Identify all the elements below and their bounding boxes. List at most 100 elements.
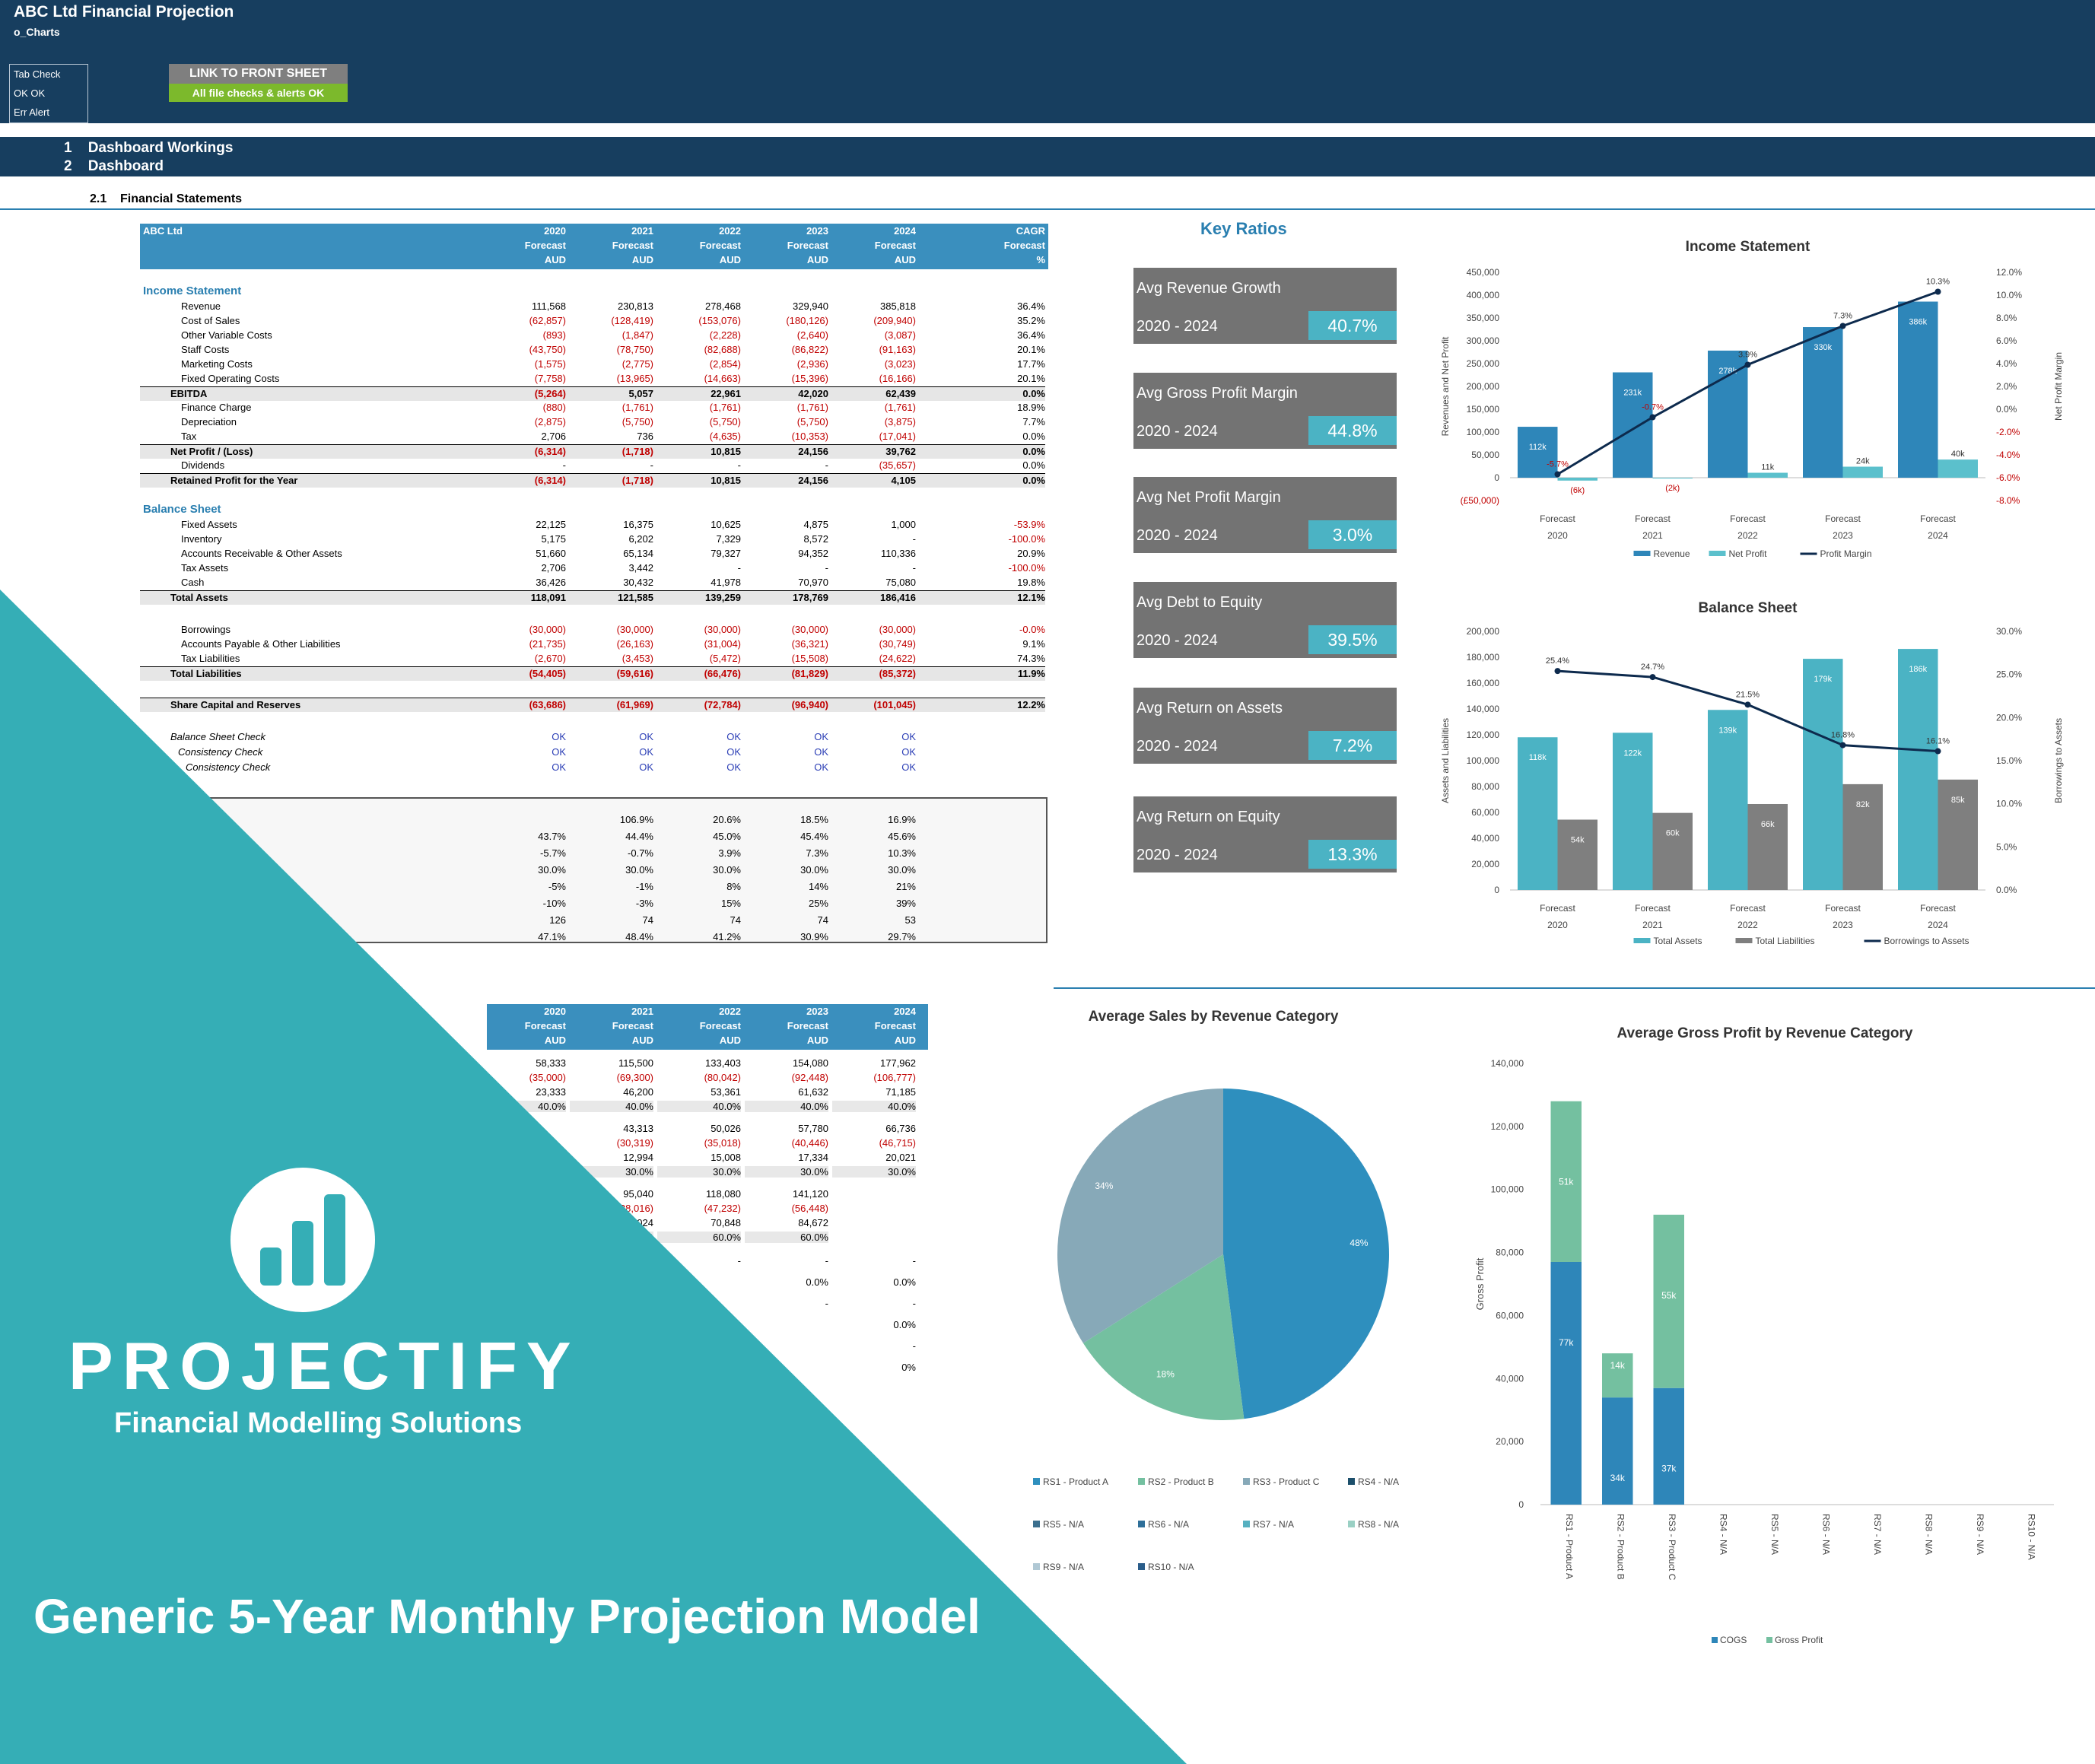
revenue-cell: 60.0% bbox=[745, 1232, 828, 1243]
ratio-period: 2020 - 2024 bbox=[1137, 632, 1218, 649]
income-statement-chart: Income Statement (£50,000) 0 50,000 100,000 1… bbox=[1440, 239, 2064, 559]
fs-table-header: ABC Ltd 2020 Forecast AUD 2021 Forecast AUD 20… bbox=[140, 224, 962, 269]
divider bbox=[1054, 987, 2095, 989]
ratio-label: Avg Revenue Growth bbox=[1137, 280, 1281, 297]
model-title: ABC Ltd Financial Projection bbox=[14, 3, 234, 21]
y-tick-label: 60,000 bbox=[1471, 807, 1499, 818]
cagr-value: 7.7% bbox=[1022, 416, 1045, 427]
x-tick-year: 2021 bbox=[1642, 530, 1663, 541]
year-label: 2024 bbox=[894, 225, 916, 237]
cagr-value: -53.9% bbox=[1013, 519, 1045, 530]
data-label: 122k bbox=[1623, 749, 1642, 758]
row-value: (2,640) bbox=[796, 329, 828, 341]
check-value: OK bbox=[726, 731, 741, 742]
row-label: Total Assets bbox=[170, 592, 228, 603]
bar bbox=[1652, 812, 1693, 890]
row-value: 186,416 bbox=[880, 592, 916, 603]
bar bbox=[1938, 459, 1978, 478]
header-bar: ABC Ltd Financial Projection o_Charts Ta… bbox=[0, 0, 2095, 123]
row-value: 75,080 bbox=[885, 577, 916, 588]
data-label: 55k bbox=[1661, 1290, 1677, 1301]
row-value: 70,970 bbox=[798, 577, 828, 588]
data-label: (2k) bbox=[1665, 484, 1680, 493]
cagr-value: -0.0% bbox=[1019, 624, 1045, 635]
check-value: OK bbox=[814, 746, 828, 758]
ratio-value: 47.1% bbox=[538, 931, 566, 942]
data-label: 179k bbox=[1814, 675, 1832, 684]
unit-label: AUD bbox=[544, 254, 566, 265]
section-2[interactable]: 2 Dashboard bbox=[64, 158, 164, 174]
revenue-cell: 50,026 bbox=[711, 1123, 741, 1134]
line-label: 25.4% bbox=[1546, 656, 1569, 666]
ratio-value: 41.2% bbox=[713, 931, 741, 942]
x-tick-year: 2022 bbox=[1737, 920, 1758, 930]
cagr-value: 18.9% bbox=[1017, 402, 1045, 413]
revenue-cell: 84,672 bbox=[798, 1217, 828, 1228]
row-value: (180,126) bbox=[786, 315, 828, 326]
table-row: Accounts Receivable & Other Assets 51,660… bbox=[140, 547, 1045, 561]
row-value: (209,940) bbox=[873, 315, 916, 326]
y-axis-title: Revenues and Net Profit bbox=[1440, 336, 1451, 436]
row-value: - bbox=[825, 562, 828, 574]
check-value: OK bbox=[814, 761, 828, 773]
ratio-card: Avg Return on Assets 2020 - 2024 7.2% bbox=[1133, 688, 1397, 764]
legend-label: Borrowings to Assets bbox=[1884, 936, 1969, 946]
row-value: 121,585 bbox=[618, 592, 653, 603]
revenue-cell: 17,334 bbox=[798, 1152, 828, 1163]
row-value: (3,087) bbox=[884, 329, 916, 341]
ratio-value: 39% bbox=[895, 898, 916, 909]
revenue-cell: 57,780 bbox=[798, 1123, 828, 1134]
ratio-value: 74 bbox=[642, 914, 653, 926]
check-row: Consistency Check OK OK OK OK OK bbox=[140, 761, 1045, 775]
forecast-label: Forecast bbox=[699, 1020, 741, 1031]
line-label: 16.1% bbox=[1926, 737, 1950, 746]
x-tick-year: 2024 bbox=[1928, 530, 1948, 541]
legend-label: Total Assets bbox=[1654, 936, 1702, 946]
legend-label: Revenue bbox=[1654, 548, 1690, 559]
ratio-value: 53 bbox=[904, 914, 916, 926]
section-1[interactable]: 1 Dashboard Workings bbox=[64, 140, 234, 156]
y2-tick-label: 0.0% bbox=[1996, 885, 2017, 895]
revenue-cell: (35,000) bbox=[529, 1072, 566, 1083]
ratio-value: -5.7% bbox=[540, 847, 566, 859]
revenue-cell: 95,040 bbox=[623, 1188, 653, 1200]
bar bbox=[1747, 803, 1788, 890]
bar bbox=[1518, 737, 1558, 890]
ratio-value: 13.3% bbox=[1308, 840, 1397, 869]
line-point bbox=[1934, 748, 1941, 755]
forecast-label: Forecast bbox=[874, 1020, 916, 1031]
row-value: (3,023) bbox=[884, 358, 916, 370]
ratio-value: -0.7% bbox=[628, 847, 653, 859]
line-point bbox=[1649, 674, 1656, 681]
ratio-period: 2020 - 2024 bbox=[1137, 527, 1218, 544]
front-sheet-link-button[interactable]: LINK TO FRONT SHEET bbox=[169, 64, 348, 84]
data-label: 386k bbox=[1909, 318, 1927, 327]
line-point bbox=[1649, 414, 1656, 421]
legend-label: RS5 - N/A bbox=[1043, 1519, 1084, 1530]
row-value: 65,134 bbox=[623, 548, 653, 559]
ratio-value: 7.2% bbox=[1308, 731, 1397, 760]
x-tick-label: Forecast bbox=[1635, 903, 1671, 914]
revenue-cell: 40.0% bbox=[832, 1101, 916, 1112]
y2-tick-label: 30.0% bbox=[1996, 626, 2022, 637]
year-header: 2021 Forecast AUD bbox=[570, 1004, 653, 1047]
revenue-cell: (69,300) bbox=[616, 1072, 653, 1083]
bar bbox=[1613, 733, 1653, 890]
table-row: EBITDA (5,264) 5,057 22,961 42,020 62,439 0.0% bbox=[140, 386, 1045, 401]
y-tick-label: 200,000 bbox=[1467, 381, 1500, 392]
x-tick-label: RS6 - N/A bbox=[1820, 1514, 1831, 1555]
row-value: (43,750) bbox=[529, 344, 566, 355]
x-tick-label: Forecast bbox=[1540, 513, 1575, 524]
bar bbox=[1557, 819, 1597, 890]
ratio-period: 2020 - 2024 bbox=[1137, 423, 1218, 440]
y2-tick-label: -4.0% bbox=[1996, 450, 2020, 460]
cagr-value: 36.4% bbox=[1017, 329, 1045, 341]
row-value: 42,020 bbox=[798, 388, 828, 399]
bar bbox=[1803, 659, 1843, 890]
row-label: Cost of Sales bbox=[181, 315, 240, 326]
y-tick-label: 450,000 bbox=[1467, 267, 1500, 278]
line-point bbox=[1554, 471, 1561, 478]
row-value: (81,829) bbox=[791, 668, 828, 679]
ratio-value: 16.9% bbox=[888, 814, 916, 825]
company-name: ABC Ltd bbox=[143, 225, 183, 237]
